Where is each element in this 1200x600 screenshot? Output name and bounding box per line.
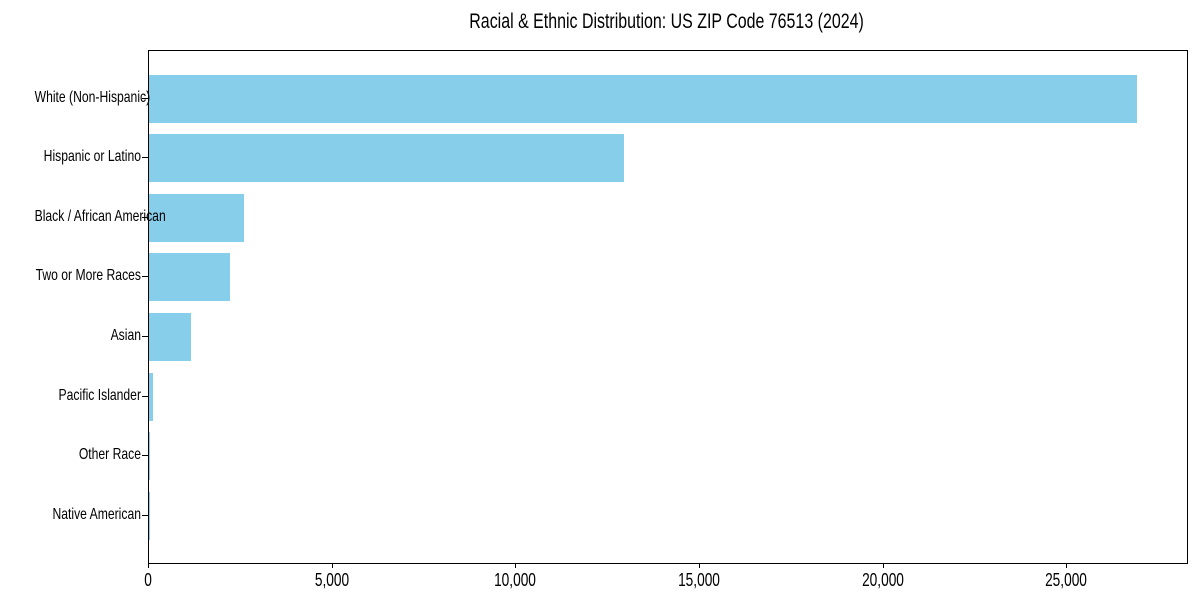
x-tick-mark <box>882 563 884 568</box>
x-tick-mark <box>515 563 517 568</box>
y-tick-mark <box>142 97 148 99</box>
bar-hispanic-or-latino <box>149 134 624 183</box>
x-tick-label: 5,000 <box>314 570 349 590</box>
chart-title: Racial & Ethnic Distribution: US ZIP Cod… <box>469 10 865 33</box>
bar-native-american <box>149 491 150 540</box>
bar-asian <box>149 313 192 362</box>
bar-pacific-islander <box>149 372 154 421</box>
y-tick-mark <box>142 336 148 338</box>
y-tick-label: Other Race <box>78 446 141 464</box>
x-tick-label: 15,000 <box>678 570 720 590</box>
y-tick-mark <box>142 455 148 457</box>
y-tick-mark <box>142 514 148 516</box>
plot-area <box>148 50 1188 564</box>
x-tick-mark <box>331 563 333 568</box>
y-tick-label: White (Non-Hispanic) <box>34 88 151 106</box>
y-tick-label: Black / African American <box>34 207 166 225</box>
x-tick-mark <box>698 563 700 568</box>
bar-black-african-american <box>149 193 245 242</box>
y-tick-mark <box>142 216 148 218</box>
y-tick-mark <box>142 276 148 278</box>
x-tick-mark <box>1066 563 1068 568</box>
chart-title-wrap: Racial & Ethnic Distribution: US ZIP Cod… <box>148 10 1186 34</box>
bar-white-non-hispanic <box>149 74 1138 123</box>
y-tick-label: Native American <box>52 505 141 523</box>
y-tick-label: Two or More Races <box>35 267 142 285</box>
y-tick-label: Asian <box>110 327 141 345</box>
x-tick-label: 0 <box>144 570 152 590</box>
y-tick-label: Hispanic or Latino <box>43 148 141 166</box>
bar-other-race <box>149 432 151 481</box>
y-tick-mark <box>142 157 148 159</box>
y-tick-mark <box>142 395 148 397</box>
x-tick-label: 25,000 <box>1045 570 1088 590</box>
bar-two-or-more-races <box>149 253 231 302</box>
x-tick-label: 20,000 <box>861 570 904 590</box>
y-axis-labels: White (Non-Hispanic) Hispanic or Latino Bl… <box>0 50 166 562</box>
y-tick-label: Pacific Islander <box>58 386 141 404</box>
x-tick-label: 10,000 <box>494 570 537 590</box>
x-tick-mark <box>148 563 149 568</box>
